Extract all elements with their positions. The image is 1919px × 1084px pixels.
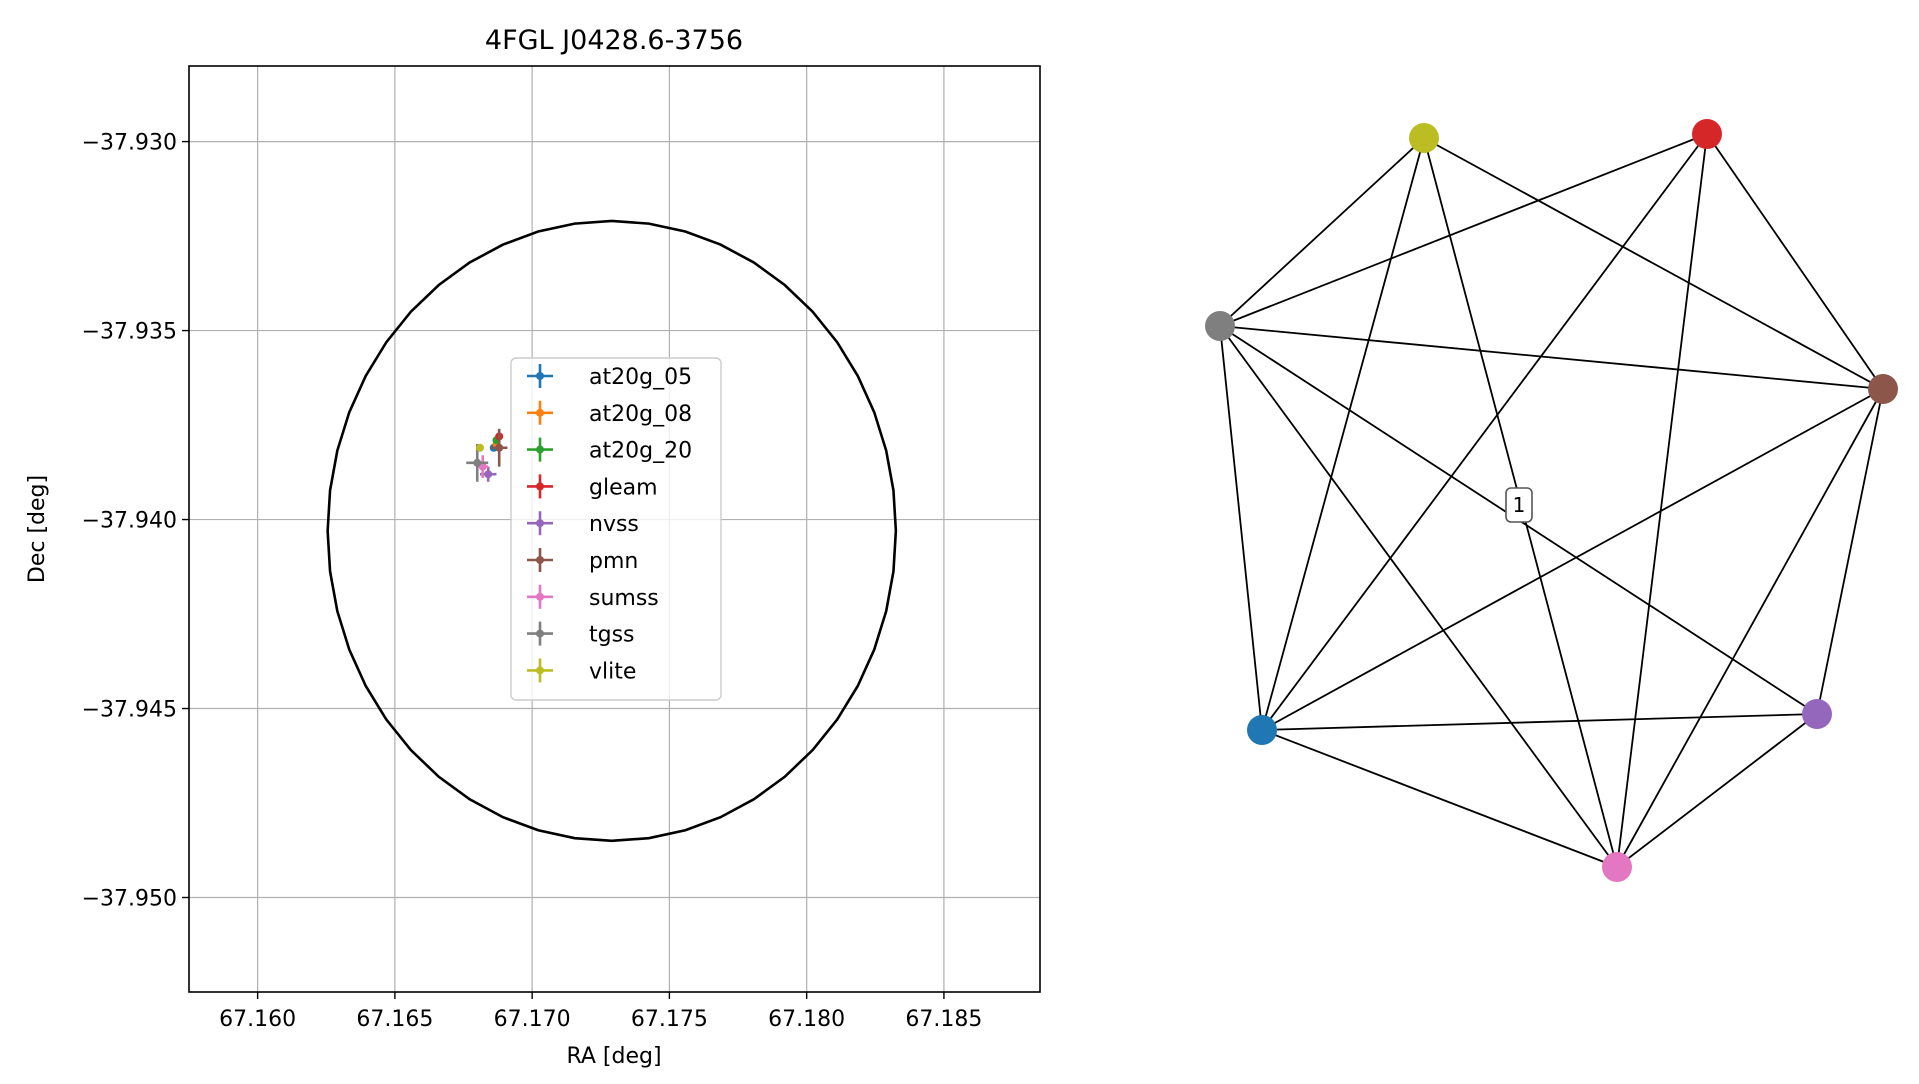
- edge-sumss-at20g: [1261, 729, 1618, 868]
- node-nvss: [1802, 699, 1832, 729]
- sky-position-plot: 67.160 67.165 67.170 67.175 67.180 67.185 −37…: [25, 25, 1041, 1069]
- legend-swatch-dot: [536, 592, 544, 601]
- legend-item-at20g_20: at20g_20: [527, 437, 692, 464]
- node-gleam: [1692, 119, 1722, 149]
- edge-vlite-at20g: [1261, 137, 1425, 731]
- x-tick-label: 67.180: [768, 1007, 845, 1032]
- marker-dot: [484, 470, 493, 479]
- node-vlite: [1409, 123, 1439, 153]
- legend-label: at20g_08: [589, 402, 692, 427]
- localization-ellipse: [326, 219, 898, 843]
- legend-swatch-dot: [536, 556, 544, 564]
- y-tick-label: −37.945: [82, 698, 177, 723]
- legend-label: nvss: [589, 512, 639, 537]
- legend-item-vlite: vlite: [527, 658, 636, 684]
- node-tgss: [1205, 311, 1235, 341]
- legend-label: pmn: [589, 549, 638, 574]
- legend-swatch-dot: [536, 445, 544, 454]
- node-sumss: [1602, 852, 1632, 882]
- legend-item-at20g_05: at20g_05: [527, 364, 692, 390]
- legend-item-sumss: sumss: [527, 584, 659, 611]
- legend-label: gleam: [589, 475, 658, 500]
- legend-swatch-dot: [536, 629, 544, 638]
- edge-pmn-at20g: [1261, 388, 1884, 731]
- y-tick-label: −37.940: [82, 509, 177, 534]
- legend-label: vlite: [589, 659, 636, 684]
- match-network-graph: 1: [1205, 119, 1898, 882]
- edge-vlite-tgss: [1219, 137, 1425, 327]
- edge-nvss-at20g: [1261, 713, 1818, 731]
- y-axis-label: Dec [deg]: [25, 475, 50, 583]
- legend-item-gleam: gleam: [527, 474, 658, 500]
- marker-tgss: [466, 443, 489, 482]
- legend-swatch-dot: [536, 519, 544, 528]
- legend-swatch-dot: [536, 482, 544, 491]
- axes-frame: [188, 65, 1041, 993]
- edge-gleam-at20g: [1261, 133, 1708, 731]
- edge-gleam-pmn: [1706, 133, 1884, 390]
- edge-gleam-tgss: [1219, 133, 1708, 327]
- node-at20g: [1247, 715, 1277, 745]
- x-tick-label: 67.160: [219, 1007, 296, 1032]
- edge-nvss-sumss: [1616, 713, 1818, 868]
- source-markers: [466, 428, 508, 482]
- edge-gleam-sumss: [1616, 133, 1708, 868]
- x-axis-ticks: 67.160 67.165 67.170 67.175 67.180 67.185: [219, 992, 982, 1032]
- legend-swatch-dot: [536, 408, 544, 417]
- graph-nodes: [1205, 119, 1898, 882]
- legend-label: at20g_05: [589, 365, 692, 390]
- marker-vlite: [475, 443, 484, 452]
- x-tick-label: 67.175: [631, 1007, 708, 1032]
- legend-swatch-dot: [536, 372, 544, 380]
- legend-label: at20g_20: [589, 439, 692, 464]
- legend-swatch-dot: [536, 666, 544, 675]
- y-tick-label: −37.935: [82, 320, 177, 345]
- component-label: 1: [1505, 487, 1533, 523]
- legend-item-nvss: nvss: [527, 511, 639, 537]
- edge-tgss-sumss: [1219, 325, 1618, 868]
- edge-tgss-at20g: [1219, 325, 1263, 731]
- node-pmn: [1868, 374, 1898, 404]
- edge-pmn-sumss: [1616, 388, 1884, 868]
- edge-tgss-pmn: [1219, 325, 1884, 390]
- component-label-text: 1: [1513, 493, 1526, 517]
- legend-item-tgss: tgss: [527, 621, 635, 648]
- y-axis-ticks: −37.930 −37.935 −37.940 −37.945 −37.950: [82, 131, 189, 912]
- legend-item-at20g_08: at20g_08: [527, 400, 692, 427]
- x-axis-label: RA [deg]: [566, 1044, 661, 1069]
- legend-box: [510, 357, 722, 701]
- x-tick-label: 67.185: [905, 1007, 982, 1032]
- y-tick-label: −37.950: [82, 887, 177, 912]
- component-label-box: [1505, 487, 1533, 523]
- marker-dot: [473, 458, 482, 467]
- chart-title: 4FGL J0428.6-3756: [485, 25, 743, 56]
- edge-pmn-nvss: [1816, 388, 1884, 715]
- x-tick-label: 67.170: [494, 1007, 571, 1032]
- y-tick-label: −37.930: [82, 131, 177, 156]
- legend-label: sumss: [589, 586, 659, 611]
- edge-vlite-pmn: [1423, 137, 1884, 390]
- legend-label: tgss: [589, 623, 635, 648]
- marker-pmn: [490, 428, 508, 467]
- marker-dot: [475, 443, 484, 452]
- legend-item-pmn: pmn: [527, 548, 638, 574]
- marker-dot: [495, 443, 504, 452]
- graph-edges: [1219, 133, 1884, 868]
- x-tick-label: 67.165: [356, 1007, 433, 1032]
